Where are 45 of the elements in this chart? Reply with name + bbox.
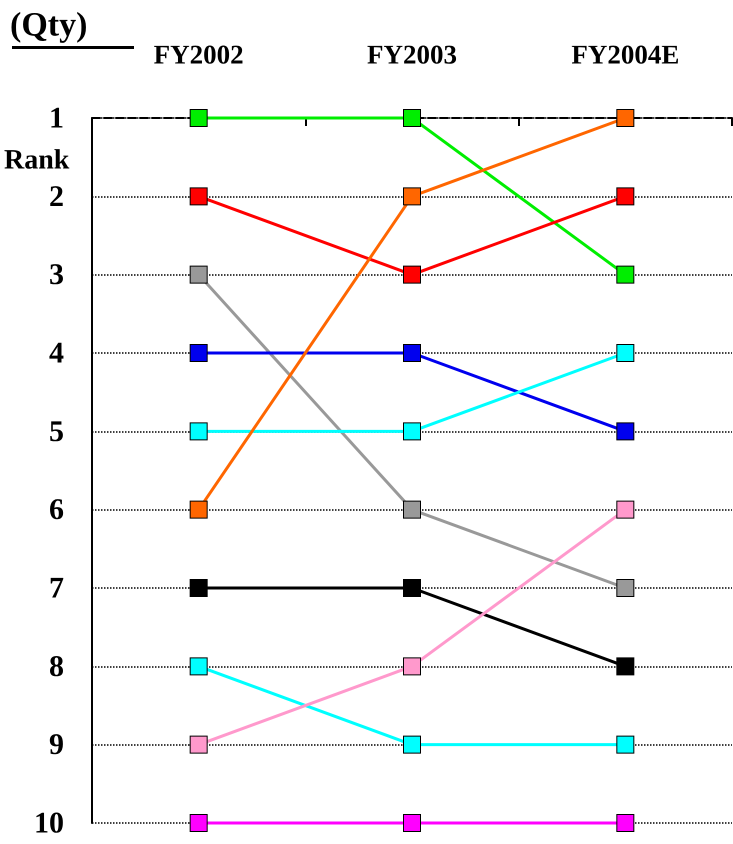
point [190, 344, 208, 362]
point [190, 266, 208, 284]
point [190, 109, 208, 127]
point [616, 736, 634, 754]
y-tick-label: 9 [49, 728, 64, 762]
point [616, 187, 634, 206]
point [403, 814, 421, 832]
x-tick-label: FY2004E [571, 40, 680, 70]
point [190, 579, 208, 597]
point [190, 422, 208, 440]
y-tick-label: 8 [49, 650, 64, 683]
point [190, 814, 208, 832]
point [190, 500, 208, 519]
point [190, 736, 208, 754]
point [616, 266, 634, 284]
chart-title: (Qty) [10, 6, 88, 44]
point [616, 500, 634, 519]
point [403, 579, 421, 597]
y-tick-label: 2 [49, 180, 64, 213]
point [616, 579, 634, 597]
y-tick-label: 3 [49, 258, 64, 292]
y-tick-label: 5 [49, 414, 64, 448]
point [403, 422, 421, 440]
point [403, 109, 421, 127]
point [403, 500, 421, 519]
point [616, 109, 634, 127]
point [403, 187, 421, 206]
y-axis-title: Rank [4, 144, 70, 176]
point [403, 736, 421, 754]
y-tick-label: 10 [34, 806, 64, 840]
point [616, 657, 634, 676]
y-tick-label: 1 [49, 102, 64, 134]
y-tick-label: 4 [49, 336, 64, 370]
x-tick-label: FY2002 [154, 40, 244, 70]
point [190, 187, 208, 206]
point [403, 344, 421, 362]
y-tick-label: 7 [49, 572, 64, 604]
point [616, 422, 634, 440]
point [616, 814, 634, 832]
point [403, 266, 421, 284]
point [403, 657, 421, 676]
point [190, 657, 208, 676]
y-tick-label: 6 [49, 493, 64, 526]
x-tick-label: FY2003 [367, 40, 457, 70]
point [616, 344, 634, 362]
